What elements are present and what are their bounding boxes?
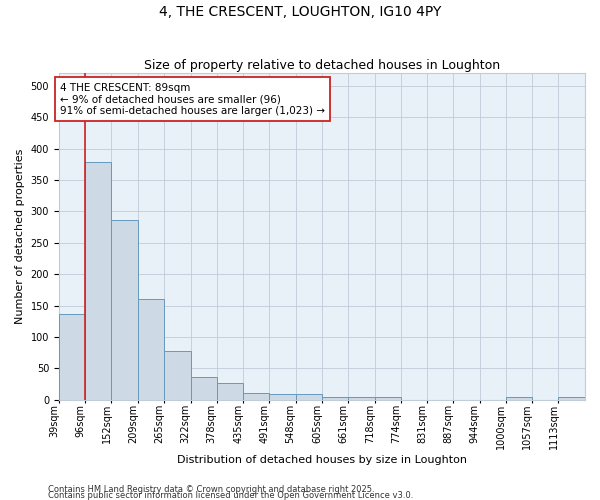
Bar	[375, 396, 401, 400]
Text: 4 THE CRESCENT: 89sqm
← 9% of detached houses are smaller (96)
91% of semi-detac: 4 THE CRESCENT: 89sqm ← 9% of detached h…	[60, 82, 325, 116]
Bar	[506, 396, 532, 400]
Bar	[296, 394, 322, 400]
Text: 4, THE CRESCENT, LOUGHTON, IG10 4PY: 4, THE CRESCENT, LOUGHTON, IG10 4PY	[159, 5, 441, 19]
Bar	[217, 384, 243, 400]
Y-axis label: Number of detached properties: Number of detached properties	[15, 149, 25, 324]
Title: Size of property relative to detached houses in Loughton: Size of property relative to detached ho…	[144, 59, 500, 72]
Bar	[322, 396, 348, 400]
Bar	[112, 220, 138, 400]
Bar	[191, 376, 217, 400]
Bar	[348, 396, 375, 400]
Text: Contains public sector information licensed under the Open Government Licence v3: Contains public sector information licen…	[48, 492, 413, 500]
Bar	[59, 314, 85, 400]
Bar	[559, 396, 585, 400]
Text: Contains HM Land Registry data © Crown copyright and database right 2025.: Contains HM Land Registry data © Crown c…	[48, 486, 374, 494]
Bar	[85, 162, 112, 400]
Bar	[164, 351, 191, 400]
Bar	[138, 300, 164, 400]
Bar	[269, 394, 296, 400]
Bar	[243, 394, 269, 400]
X-axis label: Distribution of detached houses by size in Loughton: Distribution of detached houses by size …	[177, 455, 467, 465]
